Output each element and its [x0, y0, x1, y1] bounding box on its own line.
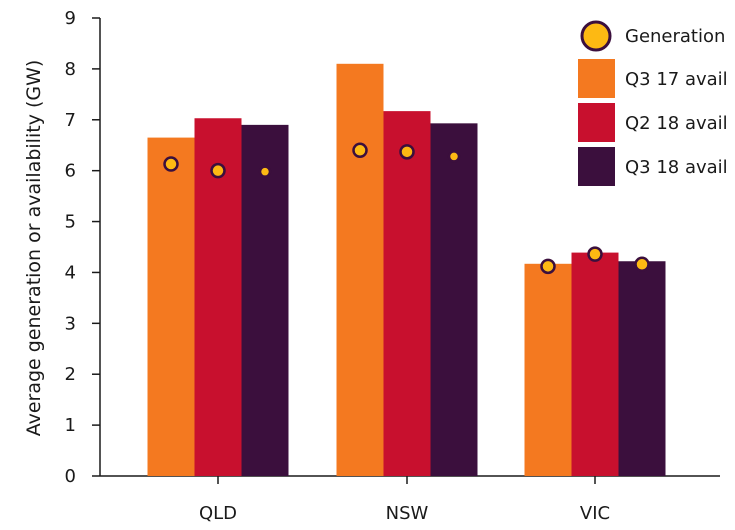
legend-label-2: Q2 18 avail	[625, 113, 728, 134]
generation-marker-qld-2	[210, 162, 226, 179]
generation-marker-nsw-1	[352, 142, 368, 159]
bar-vic-1	[524, 263, 572, 476]
generation-marker-vic-2	[587, 246, 603, 262]
y-axis-title: Average generation or availability (GW)	[23, 60, 45, 437]
bar-nsw-3	[430, 123, 478, 476]
generation-marker-vic-1	[540, 258, 556, 275]
y-tick-label: 3	[65, 313, 76, 334]
legend-swatch-2	[578, 103, 615, 142]
generation-marker-nsw-3	[447, 150, 461, 163]
generation-marker-vic-3	[634, 256, 650, 273]
x-tick-label-qld: QLD	[199, 503, 237, 524]
generation-marker-qld-3	[258, 165, 272, 178]
bar-qld-3	[241, 124, 289, 476]
bar-nsw-2	[383, 111, 431, 477]
x-axis: QLD NSW VIC	[100, 475, 720, 524]
y-axis: 0 1 2 3 4 5 6 7 8 9	[65, 8, 101, 487]
generation-markers	[163, 142, 650, 275]
generation-marker-qld-1	[163, 156, 179, 172]
x-tick-label-vic: VIC	[580, 503, 610, 524]
y-tick-label: 6	[65, 161, 76, 182]
y-tick-label: 4	[65, 262, 76, 283]
legend-generation-icon	[580, 20, 612, 52]
y-tick-label: 0	[65, 466, 76, 487]
legend-generation-label: Generation	[625, 26, 725, 47]
legend-swatch-1	[578, 59, 615, 98]
legend-label-1: Q3 17 avail	[625, 69, 728, 90]
bar-nsw-1	[336, 63, 384, 477]
generation-marker-nsw-2	[399, 144, 415, 160]
y-tick-label: 8	[65, 59, 76, 80]
y-tick-label: 5	[65, 212, 76, 233]
y-tick-label: 2	[65, 364, 76, 385]
bar-qld-1	[147, 137, 195, 477]
y-tick-label: 9	[65, 8, 76, 29]
legend-swatch-3	[578, 147, 615, 186]
x-tick-label-nsw: NSW	[386, 503, 429, 524]
y-tick-label: 1	[65, 415, 76, 436]
bar-vic-3	[618, 261, 666, 476]
legend: Generation Q3 17 avail Q2 18 avail Q3 18 av…	[578, 20, 728, 186]
y-tick-label: 7	[65, 110, 76, 131]
bar-vic-2	[571, 252, 619, 476]
bars	[147, 63, 666, 477]
legend-label-3: Q3 18 avail	[625, 157, 728, 178]
